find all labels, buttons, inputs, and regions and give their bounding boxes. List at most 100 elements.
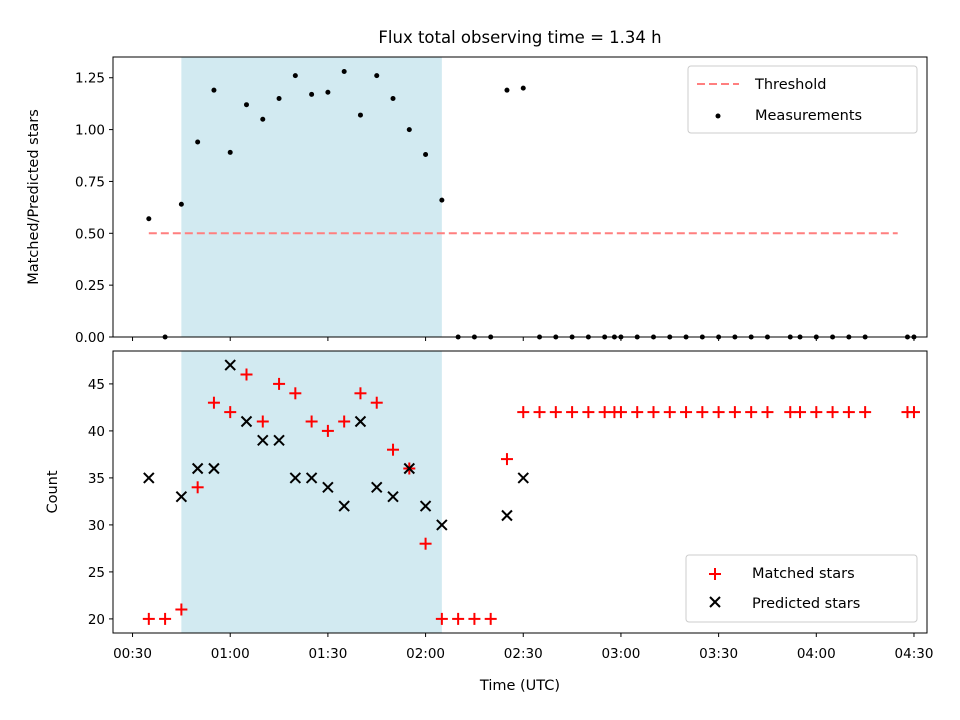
measurement-point xyxy=(276,95,282,101)
measurement-point xyxy=(520,85,526,91)
bottom-highlight-span xyxy=(181,351,442,633)
predicted-star-point xyxy=(143,472,155,484)
top-ytick-label: 0.75 xyxy=(75,174,105,190)
top-y-axis-label: Matched/Predicted stars xyxy=(26,109,42,285)
matched-star-point xyxy=(696,406,709,419)
predicted-star-point xyxy=(387,490,399,503)
matched-star-point xyxy=(859,406,872,419)
matched-star-point xyxy=(517,406,530,419)
predicted-star-point xyxy=(175,490,188,503)
measurement-point xyxy=(439,197,445,203)
predicted-star-point xyxy=(257,434,269,447)
predicted-star-point xyxy=(371,481,383,494)
matched-star-point xyxy=(419,537,432,550)
matched-star-point xyxy=(745,406,758,419)
matched-star-point xyxy=(256,415,269,428)
x-tick-label: 03:30 xyxy=(699,646,738,662)
bottom-legend-box xyxy=(685,554,918,623)
matched-star-point xyxy=(500,453,513,466)
predicted-star-point xyxy=(305,472,318,484)
bottom-legend: Matched stars Predicted stars xyxy=(685,554,918,623)
x-tick-label: 02:30 xyxy=(504,646,543,662)
matched-star-point xyxy=(159,612,172,625)
matched-star-point xyxy=(810,406,823,419)
measurement-point xyxy=(423,151,429,157)
predicted-star-point xyxy=(208,462,220,475)
bottom-ytick-label: 30 xyxy=(88,518,105,534)
measurement-point xyxy=(406,127,412,133)
matched-star-point xyxy=(728,406,741,419)
matched-star-point xyxy=(289,387,302,400)
predicted-star-point xyxy=(273,434,285,447)
matched-star-point xyxy=(907,406,920,419)
measurement-point xyxy=(504,87,510,93)
predicted-star-point xyxy=(354,415,367,428)
matched-star-point xyxy=(680,406,693,419)
x-tick-label: 00:30 xyxy=(113,646,152,662)
matched-star-point xyxy=(305,415,318,428)
matched-star-point xyxy=(566,406,579,419)
matched-star-point xyxy=(142,612,155,625)
matched-star-point xyxy=(761,406,774,419)
matched-star-point xyxy=(647,406,660,419)
predicted-star-point xyxy=(419,500,432,512)
bottom-ytick-label: 35 xyxy=(88,471,105,487)
top-panel: 0.00 0.25 0.50 0.75 1.00 1.25 Matched/Predict… xyxy=(26,56,928,346)
top-legend: Threshold Measurements xyxy=(687,65,918,134)
measurement-point xyxy=(341,69,347,75)
bottom-ytick-label: 45 xyxy=(88,377,105,393)
predicted-star-point xyxy=(501,509,513,522)
matched-star-point xyxy=(224,406,237,419)
bottom-y-axis-label: Count xyxy=(45,470,61,513)
measurement-point xyxy=(227,149,233,155)
matched-star-point xyxy=(549,406,562,419)
top-ytick-label: 0.00 xyxy=(75,330,105,346)
measurement-point xyxy=(260,116,266,122)
matched-star-point xyxy=(631,406,644,419)
matched-star-point xyxy=(663,406,676,419)
matched-star-point xyxy=(468,612,481,625)
predicted-star-point xyxy=(338,500,350,512)
matched-star-point xyxy=(338,415,351,428)
predicted-star-point xyxy=(224,359,236,371)
matched-star-point xyxy=(354,387,367,400)
matched-star-point xyxy=(842,406,855,419)
bottom-axes-frame xyxy=(112,350,928,634)
matched-star-point xyxy=(712,406,725,419)
measurement-point xyxy=(146,216,152,222)
predicted-star-point xyxy=(322,481,334,494)
measurement-point xyxy=(243,102,249,108)
measurement-point xyxy=(195,139,201,145)
bottom-ytick-label: 25 xyxy=(88,565,105,581)
legend-predicted-swatch xyxy=(709,596,721,608)
matched-star-point xyxy=(826,406,839,419)
matched-star-point xyxy=(533,406,546,419)
top-ytick-label: 1.25 xyxy=(75,71,105,87)
bottom-ytick-label: 40 xyxy=(88,424,105,440)
top-ytick-label: 1.00 xyxy=(75,123,105,139)
predicted-star-point xyxy=(436,519,448,531)
top-axes-frame xyxy=(112,56,928,338)
x-tick-label: 04:00 xyxy=(797,646,836,662)
matched-star-point xyxy=(321,424,334,437)
bottom-panel: 20 25 30 35 40 45 00:30 01:00 01:30 02:00 02:30 03:… xyxy=(45,350,934,694)
x-tick-label: 02:00 xyxy=(406,646,445,662)
measurement-point xyxy=(309,91,315,97)
x-tick-label: 01:30 xyxy=(308,646,347,662)
measurement-point xyxy=(374,73,380,79)
measurement-point xyxy=(292,73,298,79)
matched-star-point xyxy=(582,406,595,419)
matched-star-point xyxy=(794,406,807,419)
x-tick-label: 04:30 xyxy=(895,646,934,662)
predicted-star-point xyxy=(517,472,529,484)
predicted-star-point xyxy=(191,462,204,475)
top-highlight-span xyxy=(181,57,442,337)
legend-matched-swatch xyxy=(709,568,721,580)
x-tick-label: 01:00 xyxy=(211,646,250,662)
x-axis-label: Time (UTC) xyxy=(479,678,560,694)
measurement-point xyxy=(211,87,217,93)
top-ytick-label: 0.50 xyxy=(75,226,105,242)
matched-star-point xyxy=(207,396,220,409)
matched-star-point xyxy=(435,612,448,625)
